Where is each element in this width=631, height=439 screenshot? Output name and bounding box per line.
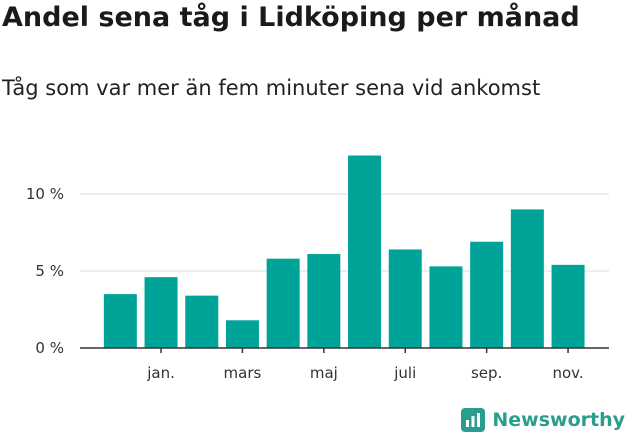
x-tick-label: mars [224, 364, 262, 382]
bar [470, 241, 504, 348]
newsworthy-logo: Newsworthy [460, 407, 625, 433]
y-tick-label: 10 % [26, 185, 64, 203]
bar [348, 155, 382, 348]
newsworthy-icon [461, 408, 486, 432]
chart-title: Andel sena tåg i Lidköping per månad [2, 2, 580, 33]
x-tick-label: juli [393, 364, 416, 382]
bar [388, 249, 422, 348]
x-tick-label: nov. [552, 364, 583, 382]
bar [307, 254, 341, 348]
bar [551, 264, 585, 348]
x-tick-label: sep. [471, 364, 502, 382]
y-tick-label: 0 % [35, 339, 64, 357]
y-tick-label: 5 % [35, 262, 64, 280]
bar [103, 294, 137, 348]
newsworthy-wordmark: Newsworthy [492, 409, 625, 431]
bar [429, 266, 463, 348]
x-tick-label: jan. [146, 364, 175, 382]
bar [144, 277, 178, 348]
x-tick-label: maj [310, 364, 338, 382]
chart-subtitle: Tåg som var mer än fem minuter sena vid … [2, 76, 541, 100]
bar [225, 320, 259, 348]
bar [266, 258, 300, 348]
bar-chart: 0 % 5 % 10 % jan. mars maj juli sep. nov. [26, 155, 609, 382]
bar [510, 209, 544, 348]
bar [185, 295, 219, 348]
